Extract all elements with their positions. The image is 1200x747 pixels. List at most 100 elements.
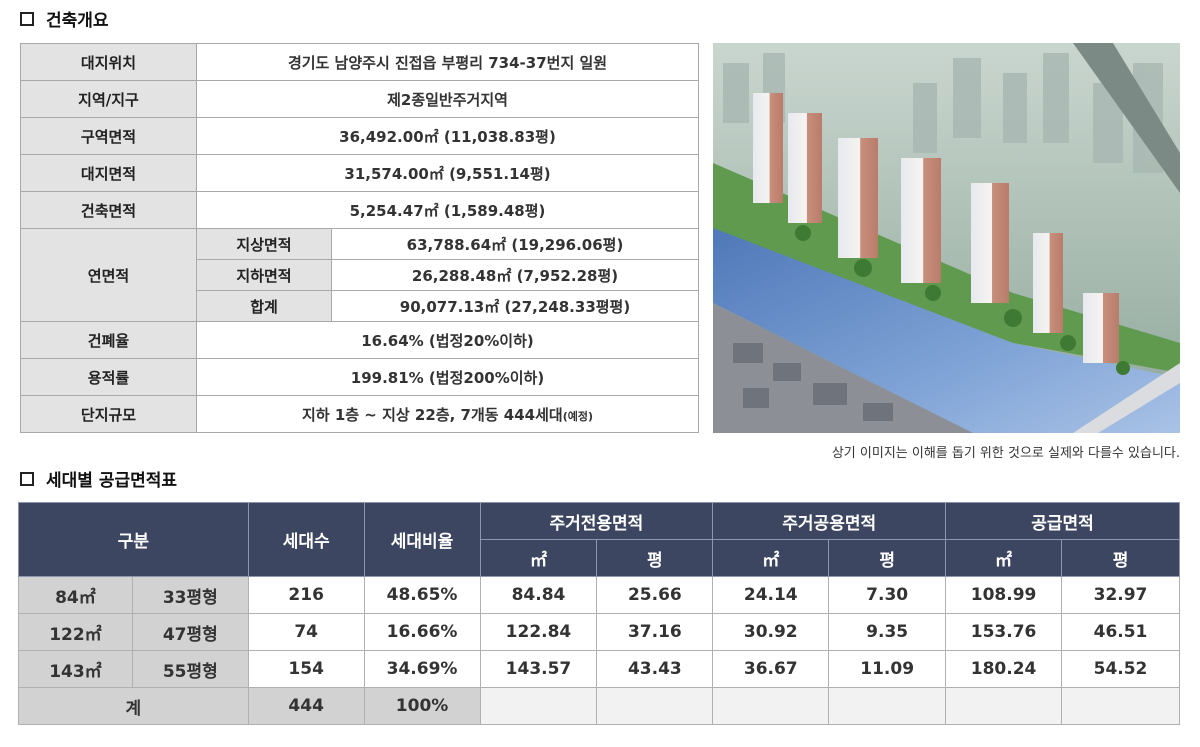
row-sqm-label: 143㎡ — [18, 650, 133, 688]
below-ground-value: 26,288.48㎡ (7,952.28평) — [331, 259, 699, 291]
exclusive-sqm-cell: 122.84 — [479, 613, 598, 651]
site-location-value: 경기도 남양주시 진접읍 부평리 734-37번지 일원 — [196, 43, 699, 81]
unit-sqm-header: ㎡ — [479, 539, 598, 577]
zone-value: 제2종일반주거지역 — [196, 80, 699, 118]
row-type-label: 47평형 — [131, 613, 249, 651]
ratio-cell: 48.65% — [363, 576, 481, 614]
exclusive-sqm-cell: 143.57 — [479, 650, 598, 688]
table-row: 대지위치 경기도 남양주시 진접읍 부평리 734-37번지 일원 — [20, 43, 699, 81]
exclusive-sqm-cell: 84.84 — [479, 576, 598, 614]
exclusive-pyeong-cell: 25.66 — [596, 576, 714, 614]
overview-table: 대지위치 경기도 남양주시 진접읍 부평리 734-37번지 일원 지역/지구 … — [20, 43, 699, 433]
ratio-cell: 16.66% — [363, 613, 481, 651]
supply-area-header: 공급면적 — [945, 502, 1180, 540]
total-label: 계 — [18, 687, 249, 725]
supply-sqm-cell: 153.76 — [945, 613, 1063, 651]
scale-label: 단지규모 — [20, 395, 197, 433]
row-sqm-label: 84㎡ — [18, 576, 133, 614]
above-ground-label: 지상면적 — [196, 228, 332, 260]
unit-pyeong-header: 평 — [596, 539, 714, 577]
table-row: 단지규모 지하 1층 ~ 지상 22층, 7개동 444세대(예정) — [20, 395, 699, 433]
supply-pyeong-cell: 32.97 — [1061, 576, 1180, 614]
common-sqm-cell: 36.67 — [712, 650, 830, 688]
supply-sqm-cell: 108.99 — [945, 576, 1063, 614]
unit-sqm-header: ㎡ — [712, 539, 830, 577]
table-row: 합계 90,077.13㎡ (27,248.33평평) — [21, 290, 699, 322]
unit-sqm-header: ㎡ — [945, 539, 1063, 577]
common-sqm-cell: 30.92 — [712, 613, 830, 651]
table-row: 143㎡ 55평형 154 34.69% 143.57 43.43 36.67 … — [18, 650, 1180, 688]
apartment-rendering-image — [713, 43, 1180, 433]
image-caption: 상기 이미지는 이해를 돕기 위한 것으로 실제와 다를수 있습니다. — [831, 446, 1180, 461]
ratio-cell: 34.69% — [363, 650, 481, 688]
table-row: 대지면적 31,574.00㎡ (9,551.14평) — [20, 154, 699, 192]
empty-cell — [1061, 687, 1180, 725]
table-row: 지역/지구 제2종일반주거지역 — [20, 80, 699, 118]
supply-pyeong-cell: 46.51 — [1061, 613, 1180, 651]
total-floor-label: 연면적 — [20, 228, 197, 322]
table-row: 건축면적 5,254.47㎡ (1,589.48평) — [20, 191, 699, 229]
coverage-value: 16.64% (법정20%이하) — [196, 321, 699, 359]
total-ratio: 100% — [363, 687, 481, 725]
table-row: 용적률 199.81% (법정200%이하) — [20, 358, 699, 396]
building-area-label: 건축면적 — [20, 191, 197, 229]
scale-value: 지하 1층 ~ 지상 22층, 7개동 444세대 — [302, 405, 563, 424]
households-header: 세대수 — [247, 502, 365, 577]
empty-cell — [596, 687, 714, 725]
floor-sum-label: 합계 — [196, 290, 332, 322]
far-value: 199.81% (법정200%이하) — [196, 358, 699, 396]
building-area-value: 5,254.47㎡ (1,589.48평) — [196, 191, 699, 229]
floor-sum-value: 90,077.13㎡ (27,248.33평평) — [331, 290, 699, 322]
supply-title-text: 세대별 공급면적표 — [46, 471, 178, 491]
common-pyeong-cell: 9.35 — [828, 613, 947, 651]
site-area-value: 31,574.00㎡ (9,551.14평) — [196, 154, 699, 192]
unit-pyeong-header: 평 — [828, 539, 947, 577]
exclusive-pyeong-cell: 43.43 — [596, 650, 714, 688]
row-type-label: 55평형 — [131, 650, 249, 688]
table-row: 연면적 지상면적 63,788.64㎡ (19,296.06평) — [20, 228, 699, 322]
total-row: 계 444 100% — [18, 687, 1180, 725]
supply-sqm-cell: 180.24 — [945, 650, 1063, 688]
total-households: 444 — [247, 687, 365, 725]
table-row: 122㎡ 47평형 74 16.66% 122.84 37.16 30.92 9… — [18, 613, 1180, 651]
checkbox-square-icon — [20, 471, 34, 486]
common-sqm-cell: 24.14 — [712, 576, 830, 614]
table-header-row: 구분 세대수 세대비율 주거전용면적 주거공용면적 공급면적 — [18, 502, 1180, 577]
scale-value-cell: 지하 1층 ~ 지상 22층, 7개동 444세대(예정) — [196, 395, 699, 433]
table-row: 건폐율 16.64% (법정20%이하) — [20, 321, 699, 359]
site-location-label: 대지위치 — [20, 43, 197, 81]
site-area-label: 대지면적 — [20, 154, 197, 192]
table-row: 84㎡ 33평형 216 48.65% 84.84 25.66 24.14 7.… — [18, 576, 1180, 614]
exclusive-pyeong-cell: 37.16 — [596, 613, 714, 651]
ratio-header: 세대비율 — [363, 502, 481, 577]
empty-cell — [479, 687, 598, 725]
households-cell: 74 — [247, 613, 365, 651]
district-area-value: 36,492.00㎡ (11,038.83평) — [196, 117, 699, 155]
far-label: 용적률 — [20, 358, 197, 396]
below-ground-label: 지하면적 — [196, 259, 332, 291]
coverage-label: 건폐율 — [20, 321, 197, 359]
row-type-label: 33평형 — [131, 576, 249, 614]
above-ground-value: 63,788.64㎡ (19,296.06평) — [331, 228, 699, 260]
overview-title-text: 건축개요 — [46, 11, 109, 31]
scale-note: (예정) — [562, 409, 593, 423]
row-sqm-label: 122㎡ — [18, 613, 133, 651]
empty-cell — [828, 687, 947, 725]
district-area-label: 구역면적 — [20, 117, 197, 155]
overview-title: 건축개요 — [20, 6, 109, 31]
zone-label: 지역/지구 — [20, 80, 197, 118]
supply-pyeong-cell: 54.52 — [1061, 650, 1180, 688]
households-cell: 154 — [247, 650, 365, 688]
unit-pyeong-header: 평 — [1061, 539, 1180, 577]
supply-table: 구분 세대수 세대비율 주거전용면적 주거공용면적 공급면적 ㎡ 평 ㎡ 평 ㎡… — [18, 502, 1180, 725]
common-area-header: 주거공용면적 — [712, 502, 947, 540]
supply-title: 세대별 공급면적표 — [20, 466, 177, 491]
common-pyeong-cell: 11.09 — [828, 650, 947, 688]
checkbox-square-icon — [20, 11, 34, 26]
exclusive-area-header: 주거전용면적 — [479, 502, 714, 540]
table-row: 구역면적 36,492.00㎡ (11,038.83평) — [20, 117, 699, 155]
type-header: 구분 — [18, 502, 249, 577]
households-cell: 216 — [247, 576, 365, 614]
table-row: 지하면적 26,288.48㎡ (7,952.28평) — [21, 259, 699, 291]
empty-cell — [945, 687, 1063, 725]
